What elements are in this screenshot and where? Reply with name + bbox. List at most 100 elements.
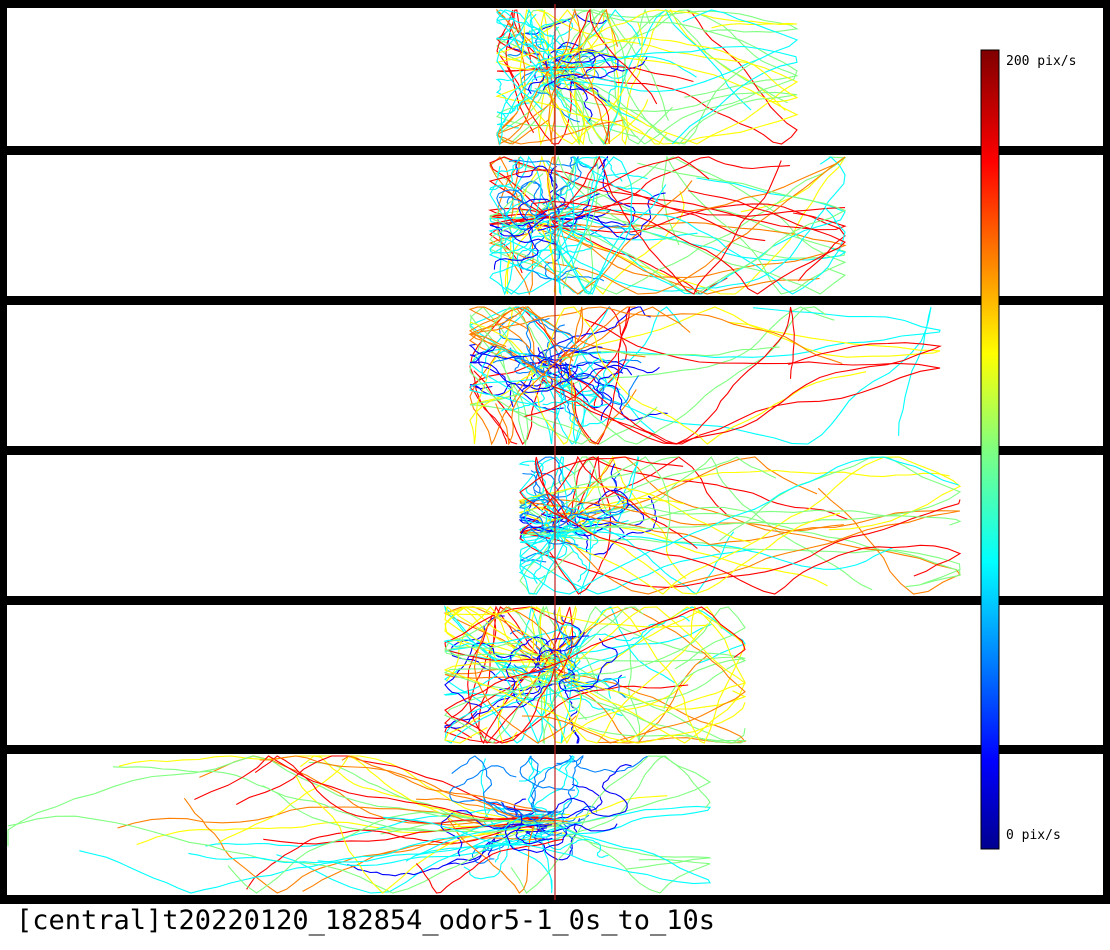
lane-3-trajectories xyxy=(468,305,942,447)
trajectory-path xyxy=(79,838,547,894)
trajectory-path xyxy=(542,606,747,720)
trajectory-path xyxy=(516,77,567,112)
trajectory-path xyxy=(538,156,846,292)
trajectory-path xyxy=(518,486,751,543)
trajectory-path xyxy=(341,755,544,812)
trajectory-path xyxy=(494,48,799,145)
trajectory-path xyxy=(528,30,569,80)
trajectory-path xyxy=(469,369,563,415)
trajectory-path xyxy=(444,606,747,710)
trajectory-path xyxy=(545,344,601,367)
trajectory-path xyxy=(469,380,658,445)
trajectory-path xyxy=(558,162,847,295)
trajectory-path xyxy=(568,52,668,145)
trajectory-path xyxy=(571,456,612,518)
trajectory-path xyxy=(489,156,847,232)
trajectory-path xyxy=(537,193,600,231)
trajectory-path xyxy=(547,669,748,744)
trajectory-path xyxy=(489,207,846,259)
trajectory-path xyxy=(556,525,588,583)
trajectory-path xyxy=(556,373,563,398)
trajectory-path xyxy=(488,173,544,234)
trajectory-path xyxy=(537,359,571,382)
trajectory-path xyxy=(559,9,799,93)
trajectory-path xyxy=(561,306,941,361)
trajectory-path xyxy=(553,531,961,585)
trajectory-path xyxy=(539,512,597,534)
trajectory-path xyxy=(523,306,631,445)
trajectory-path xyxy=(541,455,698,549)
trajectory-path xyxy=(478,606,573,745)
trajectory-path xyxy=(518,456,962,595)
trajectory-path xyxy=(572,75,593,145)
trajectory-path xyxy=(554,78,610,102)
trajectory-path xyxy=(493,216,547,270)
trajectory-path xyxy=(550,172,648,233)
trajectory-path xyxy=(495,9,799,64)
trajectory-path xyxy=(519,533,756,595)
trajectory-path xyxy=(188,822,543,864)
trajectory-path xyxy=(569,8,658,105)
trajectory-path xyxy=(505,9,573,145)
trajectory-path xyxy=(495,306,584,446)
figure-caption: [central]t20220120_182854_odor5-1_0s_to_… xyxy=(16,905,715,936)
trajectory-path xyxy=(541,527,894,570)
trajectory-path xyxy=(519,456,684,511)
lane-1-trajectories xyxy=(494,8,799,147)
trajectory-path xyxy=(347,829,549,877)
trajectory-path xyxy=(498,315,558,366)
trajectory-path xyxy=(444,606,708,668)
trajectory-path xyxy=(537,37,799,103)
trajectory-path xyxy=(546,156,659,210)
trajectory-path xyxy=(572,9,758,145)
trajectory-path xyxy=(194,755,559,821)
trajectory-path xyxy=(548,469,950,522)
trajectory-path xyxy=(540,156,710,213)
trajectory-path xyxy=(443,606,707,744)
trajectory-path xyxy=(523,496,583,539)
trajectory-path xyxy=(536,203,846,282)
trajectory-path xyxy=(259,755,568,823)
trajectory-path xyxy=(444,642,570,662)
trajectory-path xyxy=(496,18,574,57)
trajectory-path xyxy=(560,456,729,526)
trajectory-path xyxy=(317,825,562,867)
trajectory-path xyxy=(488,156,847,295)
trajectory-path xyxy=(451,755,550,826)
trajectory-path xyxy=(500,801,552,823)
trajectory-path xyxy=(519,499,961,588)
trajectory-path xyxy=(537,605,559,680)
trajectory-path xyxy=(547,156,623,207)
trajectory-path xyxy=(519,456,962,542)
trajectory-path xyxy=(112,766,533,832)
trajectory-path xyxy=(545,497,685,522)
trajectory-path xyxy=(449,765,532,818)
trajectory-path xyxy=(383,816,711,885)
trajectory-path xyxy=(539,54,573,77)
trajectory-path xyxy=(276,828,537,894)
trajectory-path xyxy=(302,837,542,892)
trajectory-path xyxy=(443,663,555,706)
trajectory-path xyxy=(548,509,625,551)
trajectory-path xyxy=(555,381,579,423)
trajectory-path xyxy=(489,200,558,254)
trajectory-path xyxy=(444,606,746,744)
colorbar-max-label: 200 pix/s xyxy=(1006,54,1076,69)
trajectory-path xyxy=(447,817,536,894)
trajectory-path xyxy=(489,224,557,245)
trajectory-path xyxy=(468,306,656,445)
lane-2-trajectories xyxy=(488,155,847,296)
colorbar-min-label: 0 pix/s xyxy=(1006,828,1061,843)
trajectory-path xyxy=(558,638,618,692)
trajectory-path xyxy=(565,506,961,588)
trajectory-path xyxy=(542,54,619,91)
trajectory-path xyxy=(518,456,679,522)
trajectory-path xyxy=(246,825,534,890)
trajectory-path xyxy=(551,45,798,145)
trajectory-path xyxy=(566,306,827,445)
trajectory-path xyxy=(496,8,543,111)
trajectory-path xyxy=(555,362,613,421)
trajectory-path xyxy=(496,24,551,70)
trajectory-path xyxy=(533,190,846,295)
